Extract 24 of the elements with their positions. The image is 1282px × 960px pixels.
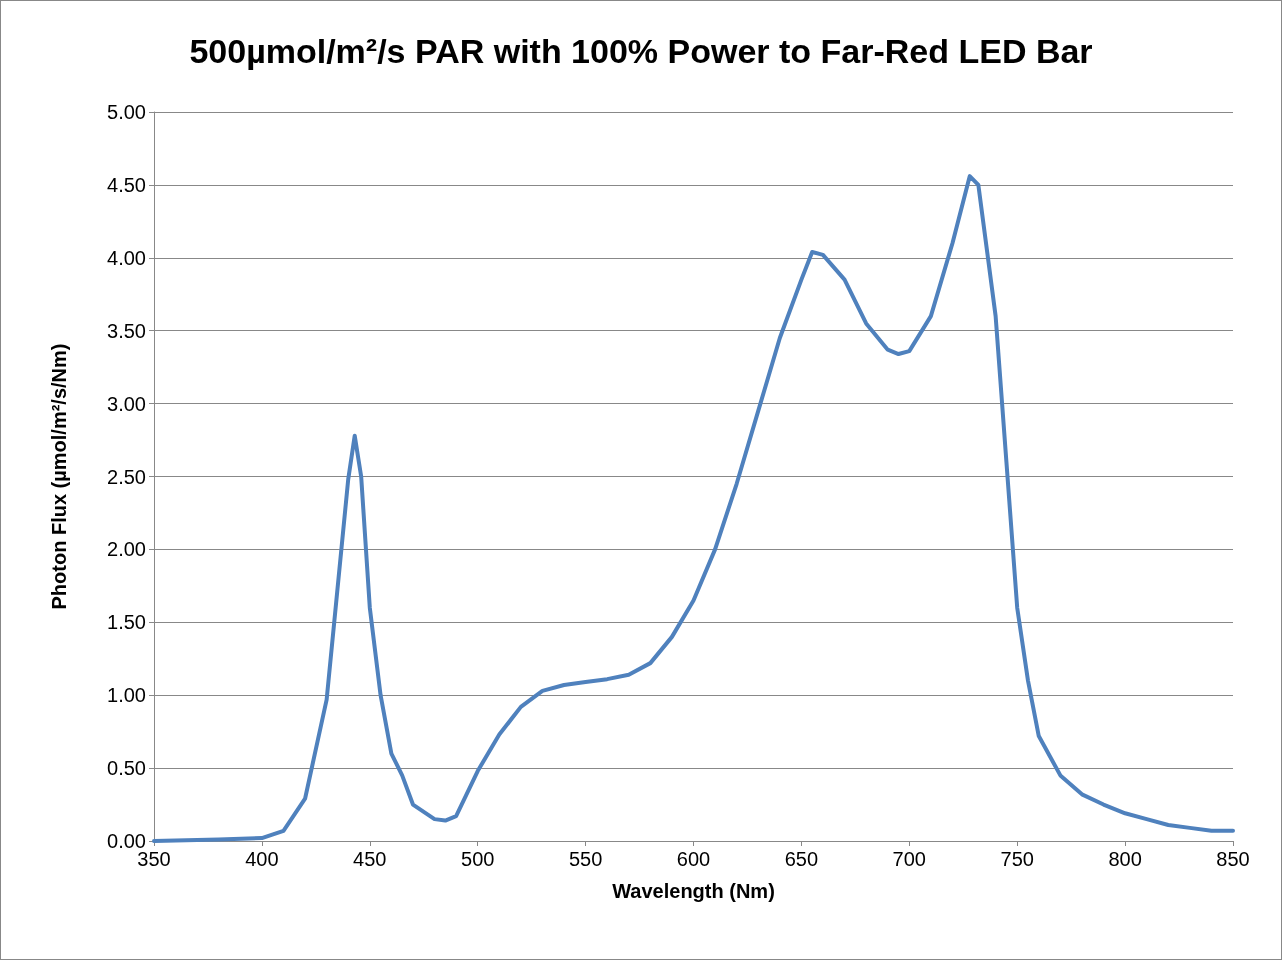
x-tick-label: 850 (1216, 848, 1250, 870)
y-tick-label: 4.50 (107, 173, 146, 196)
y-tick-label: 1.00 (107, 684, 146, 707)
x-tick-label: 550 (568, 848, 603, 870)
y-tick-label: 0.50 (107, 757, 146, 780)
x-tick-label: 750 (1000, 848, 1034, 870)
y-tick-label: 2.50 (107, 465, 146, 488)
x-tick-label: 500 (461, 848, 495, 870)
y-tick-label: 3.00 (107, 392, 146, 415)
y-tick-label: 3.50 (107, 319, 146, 342)
x-tick-label: 600 (676, 848, 711, 870)
y-tick-label: 2.00 (107, 538, 146, 561)
chart-title: 500µmol/m²/s PAR with 100% Power to Far-Red LED Bar (189, 32, 1093, 70)
x-tick-label: 650 (784, 848, 819, 870)
line-series (152, 174, 1235, 843)
y-tick-label: 1.50 (107, 611, 146, 634)
y-tick-label: 5.00 (107, 101, 146, 123)
x-tick-label: 700 (892, 848, 926, 870)
x-tick-label: 400 (245, 848, 279, 870)
y-axis-title: Photon Flux (µmol/m²/s/Nm) (48, 343, 70, 610)
y-tick-label: 4.00 (107, 246, 146, 269)
x-tick-label: 450 (353, 848, 387, 870)
x-axis-title: Wavelength (Nm) (612, 880, 775, 902)
x-tick-label: 800 (1108, 848, 1142, 870)
